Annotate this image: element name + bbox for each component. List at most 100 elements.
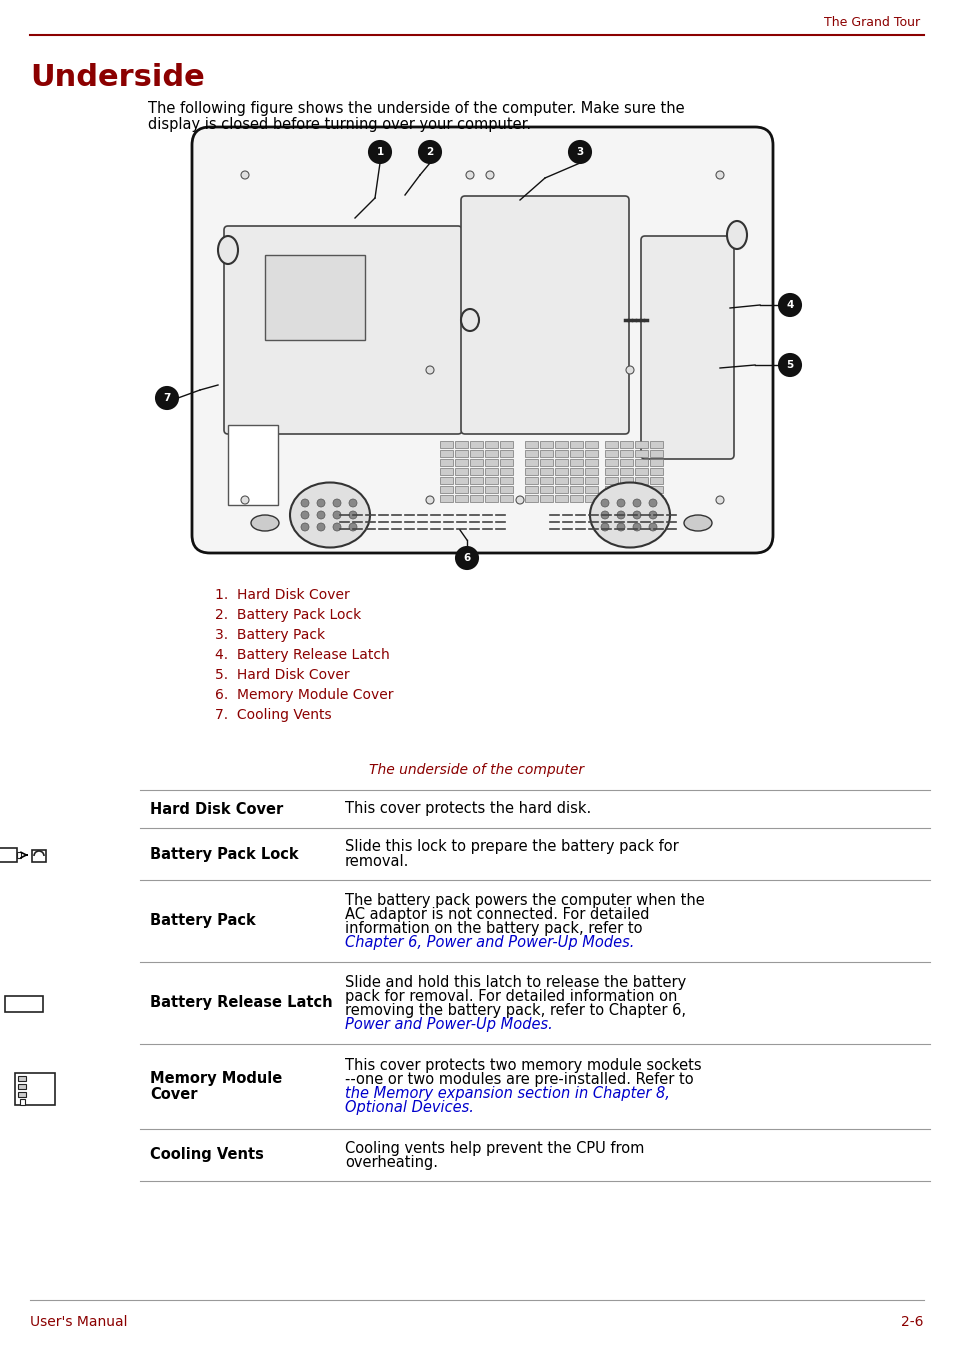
Bar (584, 485, 598, 493)
Text: This cover protects the hard disk.: This cover protects the hard disk. (345, 802, 591, 817)
Text: AC adaptor is not connected. For detailed: AC adaptor is not connected. For detaile… (345, 906, 649, 922)
Bar (555, 468, 567, 475)
Text: pack for removal. For detailed information on: pack for removal. For detailed informati… (345, 988, 677, 1003)
Text: display is closed before turning over your computer.: display is closed before turning over yo… (148, 118, 531, 132)
Bar (5, 996, 43, 1013)
Circle shape (617, 511, 624, 519)
Bar (20, 1098, 25, 1105)
Text: The Grand Tour: The Grand Tour (823, 15, 919, 28)
Bar (265, 256, 365, 339)
Circle shape (426, 366, 434, 375)
Bar (484, 450, 497, 457)
Circle shape (349, 499, 356, 507)
Bar (619, 485, 633, 493)
Text: Chapter 6, Power and Power-Up Modes.: Chapter 6, Power and Power-Up Modes. (345, 934, 634, 949)
Text: 2: 2 (426, 147, 434, 157)
Text: 5: 5 (785, 360, 793, 370)
Text: The battery pack powers the computer when the: The battery pack powers the computer whe… (345, 892, 704, 907)
Bar (649, 458, 662, 466)
Bar (555, 485, 567, 493)
Ellipse shape (589, 483, 669, 548)
Bar (604, 441, 618, 448)
Ellipse shape (726, 220, 746, 249)
Circle shape (600, 499, 608, 507)
Bar (32, 850, 46, 863)
Circle shape (316, 511, 325, 519)
Text: Slide and hold this latch to release the battery: Slide and hold this latch to release the… (345, 975, 685, 990)
Bar (539, 441, 553, 448)
Ellipse shape (460, 310, 478, 331)
Bar (470, 441, 482, 448)
Bar (484, 458, 497, 466)
Circle shape (633, 523, 640, 531)
Bar (499, 450, 513, 457)
Bar (539, 477, 553, 484)
Bar (524, 450, 537, 457)
Circle shape (617, 523, 624, 531)
Bar (524, 485, 537, 493)
Bar (470, 495, 482, 502)
Bar (439, 477, 453, 484)
Bar (649, 441, 662, 448)
Bar (499, 458, 513, 466)
Text: the Memory expansion section in Chapter 8,: the Memory expansion section in Chapter … (345, 1086, 669, 1101)
Circle shape (241, 496, 249, 504)
Bar (18, 1075, 26, 1080)
Text: removal.: removal. (345, 853, 409, 868)
Bar (455, 485, 468, 493)
Bar (555, 495, 567, 502)
Text: User's Manual: User's Manual (30, 1315, 128, 1329)
Text: Power and Power-Up Modes.: Power and Power-Up Modes. (345, 1017, 552, 1032)
Bar (524, 495, 537, 502)
Text: Hard Disk Cover: Hard Disk Cover (150, 802, 283, 817)
Text: 2.  Battery Pack Lock: 2. Battery Pack Lock (214, 608, 361, 622)
Bar (649, 485, 662, 493)
Text: The following figure shows the underside of the computer. Make sure the: The following figure shows the underside… (148, 100, 684, 115)
Bar (635, 458, 647, 466)
Text: 7.  Cooling Vents: 7. Cooling Vents (214, 708, 332, 722)
Bar (584, 458, 598, 466)
Bar (569, 468, 582, 475)
Bar (484, 477, 497, 484)
Bar (604, 450, 618, 457)
Circle shape (241, 170, 249, 178)
Bar (569, 485, 582, 493)
Circle shape (301, 523, 309, 531)
Bar (555, 450, 567, 457)
Circle shape (633, 511, 640, 519)
Bar (649, 495, 662, 502)
Bar (17, 852, 21, 859)
Bar (584, 441, 598, 448)
Bar (635, 485, 647, 493)
Circle shape (316, 499, 325, 507)
Bar (499, 495, 513, 502)
Bar (0, 848, 17, 863)
Text: 1.  Hard Disk Cover: 1. Hard Disk Cover (214, 588, 350, 602)
Ellipse shape (251, 515, 278, 531)
Bar (649, 450, 662, 457)
Circle shape (465, 170, 474, 178)
Bar (539, 450, 553, 457)
Bar (455, 468, 468, 475)
Bar (470, 477, 482, 484)
Bar (484, 485, 497, 493)
Bar (619, 441, 633, 448)
Circle shape (516, 496, 523, 504)
Text: 4: 4 (785, 300, 793, 310)
Text: overheating.: overheating. (345, 1155, 437, 1169)
Bar (470, 450, 482, 457)
Bar (569, 450, 582, 457)
Circle shape (716, 170, 723, 178)
Bar (484, 495, 497, 502)
Bar (555, 477, 567, 484)
Circle shape (369, 141, 391, 164)
Text: removing the battery pack, refer to Chapter 6,: removing the battery pack, refer to Chap… (345, 1002, 685, 1018)
Bar (18, 1091, 26, 1096)
Circle shape (617, 499, 624, 507)
Bar (604, 477, 618, 484)
Bar (499, 441, 513, 448)
Text: 5.  Hard Disk Cover: 5. Hard Disk Cover (214, 668, 349, 681)
Bar (470, 485, 482, 493)
Bar (635, 477, 647, 484)
Bar (499, 485, 513, 493)
